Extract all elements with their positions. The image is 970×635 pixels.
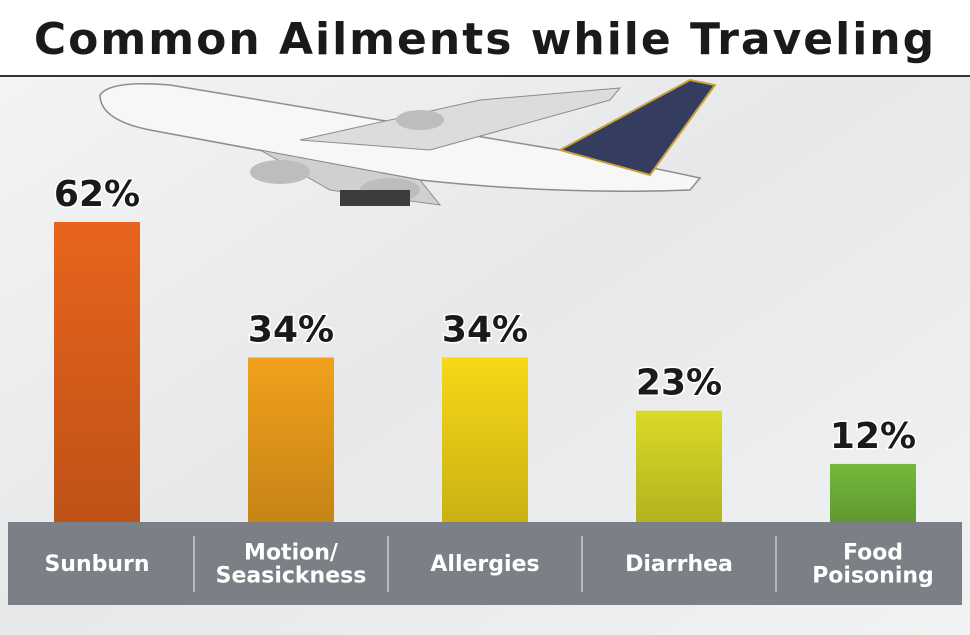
- chart-title: Common Ailments while Traveling: [34, 14, 936, 65]
- bar-shade: [54, 222, 140, 522]
- bar-shade: [442, 357, 528, 522]
- value-label: 34%: [248, 309, 334, 350]
- value-label: 23%: [636, 363, 722, 404]
- value-label: 62%: [54, 174, 140, 215]
- bar-shade: [636, 411, 722, 522]
- x-tick-label: Diarrhea: [625, 552, 733, 577]
- bar-shade: [248, 357, 334, 522]
- chart: Common Ailments while Traveling 62% Sunbu…: [0, 0, 970, 635]
- x-tick-label: Allergies: [430, 552, 539, 577]
- value-label: 12%: [830, 416, 916, 457]
- value-label: 34%: [442, 309, 528, 350]
- bar-shade: [830, 464, 916, 522]
- x-tick-label: Sunburn: [44, 552, 149, 577]
